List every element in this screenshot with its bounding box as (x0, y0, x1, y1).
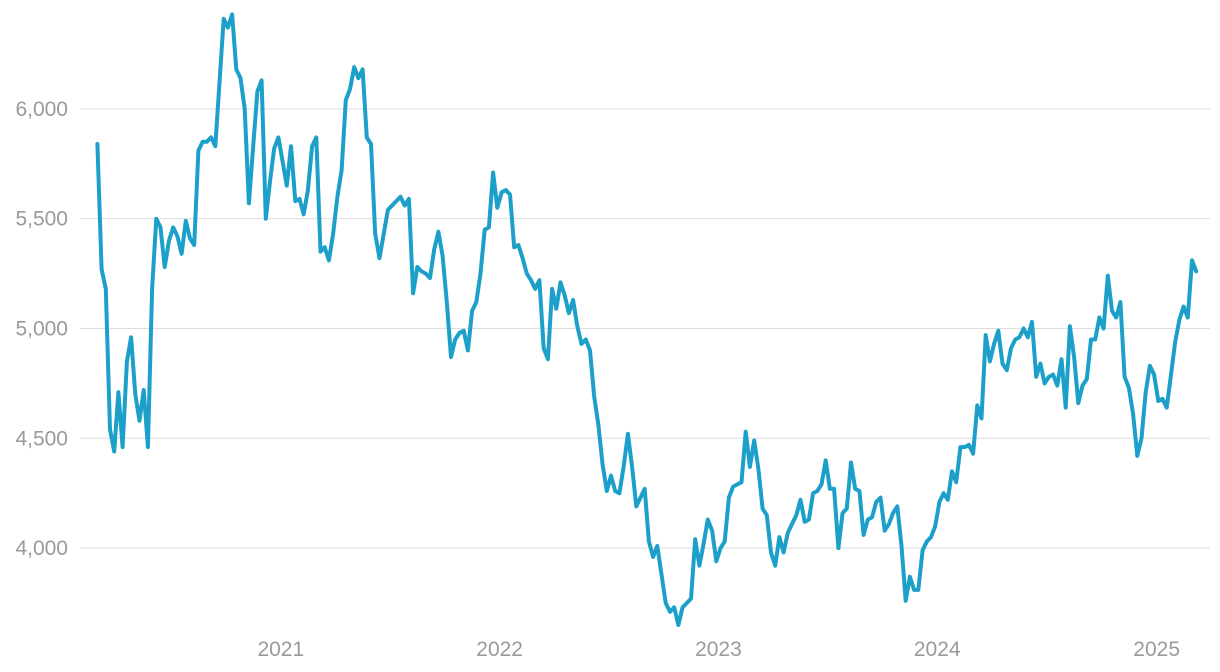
series-line (95, 12, 1199, 627)
y-tick-label: 4,500 (15, 427, 68, 450)
x-tick-label: 2024 (914, 638, 961, 661)
gridlines (80, 108, 1210, 549)
y-tick-label: 4,000 (15, 537, 68, 560)
y-tick-label: 5,000 (15, 317, 68, 340)
y-axis: 4,000 4,500 5,000 5,500 6,000 (15, 98, 68, 560)
y-tick-label: 5,500 (15, 208, 68, 231)
x-tick-label: 2021 (257, 638, 304, 661)
x-tick-label: 2022 (476, 638, 523, 661)
x-axis: 2021 2022 2023 2024 2025 (257, 638, 1180, 661)
y-tick-label: 6,000 (15, 98, 68, 121)
x-tick-label: 2025 (1133, 638, 1180, 661)
series-layer (95, 12, 1199, 627)
x-tick-label: 2023 (695, 638, 742, 661)
